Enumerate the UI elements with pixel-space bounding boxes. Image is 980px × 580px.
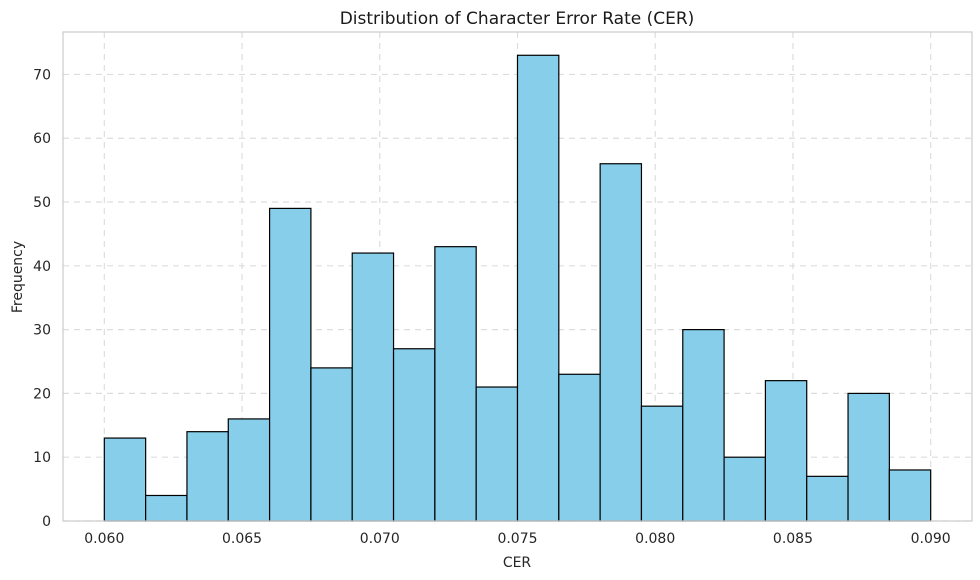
histogram-bar	[847, 392, 890, 522]
histogram-bar	[640, 405, 684, 522]
y-axis-ticks: 0 10 20 30 40 50 60 70	[33, 67, 51, 530]
histogram-bar	[682, 329, 725, 522]
histogram-bar	[103, 437, 147, 522]
histogram-bar	[351, 252, 395, 522]
y-tick-label: 40	[33, 259, 51, 275]
x-tick-label: 0.090	[911, 531, 951, 547]
y-tick-label: 10	[33, 450, 51, 466]
y-tick-label: 30	[33, 323, 51, 339]
x-axis-ticks: 0.060 0.065 0.070 0.075 0.080 0.085 0.090	[84, 531, 950, 547]
chart-title: Distribution of Character Error Rate (CE…	[340, 9, 695, 29]
histogram-bar	[558, 373, 601, 522]
histogram-bar	[186, 431, 229, 522]
x-tick-label: 0.065	[222, 531, 262, 547]
x-tick-label: 0.060	[84, 531, 124, 547]
y-tick-label: 60	[33, 131, 51, 147]
histogram-bar	[599, 163, 643, 522]
histogram-bar	[310, 367, 353, 522]
y-tick-label: 50	[33, 195, 51, 211]
x-axis-label: CER	[503, 555, 532, 571]
y-tick-label: 70	[33, 67, 51, 83]
histogram-bar	[268, 207, 312, 522]
x-tick-label: 0.080	[635, 531, 675, 547]
histogram-bar	[227, 418, 271, 522]
histogram-bar	[475, 386, 519, 522]
x-tick-label: 0.075	[497, 531, 537, 547]
bars	[103, 54, 932, 522]
histogram-bar	[764, 380, 808, 522]
histogram-bar	[516, 54, 560, 522]
plot-frame	[62, 31, 973, 522]
histogram-bar	[723, 456, 767, 522]
histogram-bar	[434, 246, 477, 522]
x-tick-label: 0.085	[773, 531, 813, 547]
y-axis-label: Frequency	[10, 241, 26, 313]
y-tick-label: 20	[33, 386, 51, 402]
histogram-bar	[888, 469, 932, 522]
histogram-bar	[806, 475, 849, 522]
histogram-bar	[392, 348, 436, 522]
y-tick-label: 0	[42, 514, 51, 530]
x-tick-label: 0.070	[360, 531, 400, 547]
histogram-bar	[145, 494, 188, 522]
